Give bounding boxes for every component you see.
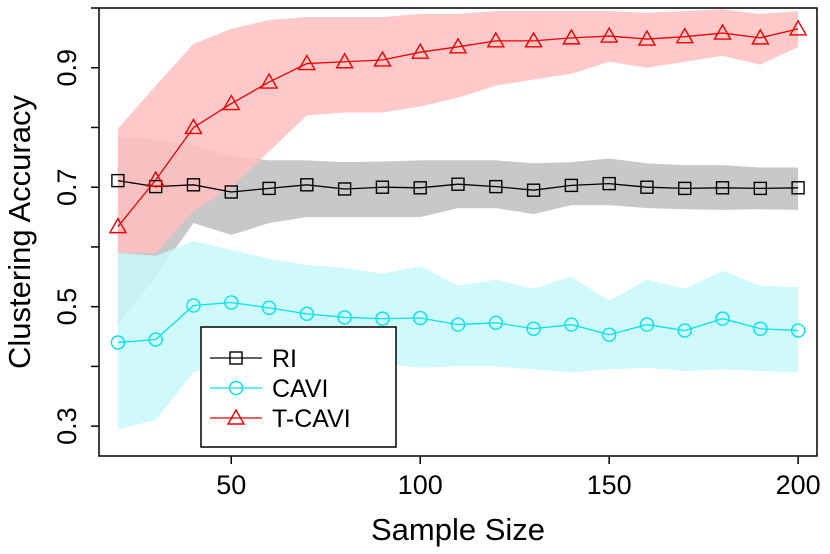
series-lines [117, 28, 799, 344]
y-tick-label: 0.5 [52, 288, 82, 326]
point-ri [602, 176, 616, 191]
y-axis: 0.3 0.5 0.7 0.9 [52, 7, 99, 445]
point-ri [413, 181, 427, 195]
point-ri [753, 181, 768, 196]
point-ri [451, 177, 465, 191]
point-ri [111, 173, 125, 188]
point-t-cavi [637, 29, 657, 46]
point-cavi [564, 317, 579, 332]
x-tick-label: 150 [587, 470, 632, 500]
point-ri [300, 178, 314, 192]
legend-label-ri: RI [272, 345, 297, 373]
point-cavi [110, 335, 126, 350]
point-cavi [261, 300, 277, 316]
point-ri [337, 182, 352, 196]
legend-box [200, 326, 397, 448]
band-t-cavi [117, 9, 799, 253]
point-t-cavi [486, 31, 505, 48]
point-cavi [148, 332, 163, 347]
point-ri [564, 178, 579, 193]
legend-label-t-cavi: T-CAVI [272, 405, 351, 433]
point-t-cavi [373, 50, 392, 67]
series-markers [108, 19, 808, 350]
confidence-bands [117, 9, 799, 430]
point-cavi [790, 323, 806, 338]
point-t-cavi [222, 94, 241, 111]
point-cavi [450, 317, 466, 332]
point-t-cavi [297, 54, 317, 71]
x-axis: 50 100 150 200 [216, 456, 821, 500]
point-cavi [337, 310, 352, 325]
band-ri [117, 136, 799, 325]
point-cavi [299, 306, 315, 322]
legend-marker-ri [229, 351, 243, 365]
point-cavi [186, 298, 201, 313]
point-ri [526, 183, 541, 197]
y-tick-label: 0.3 [52, 407, 82, 445]
legend-marker-cavi [228, 380, 244, 396]
point-ri [262, 181, 276, 196]
y-tick-label: 0.7 [52, 168, 82, 206]
point-cavi [488, 315, 503, 330]
point-cavi [224, 295, 239, 310]
point-ri [375, 180, 390, 194]
point-t-cavi [259, 72, 279, 89]
line-t-cavi [117, 28, 799, 228]
point-t-cavi [599, 26, 619, 43]
point-t-cavi [788, 19, 808, 36]
point-t-cavi [524, 31, 543, 48]
x-tick-label: 100 [398, 470, 443, 500]
point-cavi [526, 321, 541, 336]
y-axis-title: Clustering Accuracy [2, 95, 37, 369]
point-t-cavi [713, 23, 732, 40]
point-t-cavi [411, 42, 430, 59]
legend-marker-t-cavi [226, 408, 246, 425]
point-ri [186, 178, 201, 192]
point-cavi [601, 327, 617, 342]
band-cavi [117, 240, 799, 430]
x-axis-title: Sample Size [371, 512, 545, 547]
point-ri [224, 185, 238, 199]
point-cavi [753, 321, 768, 336]
point-cavi [677, 323, 692, 338]
point-ri [678, 181, 692, 196]
point-ri [791, 181, 805, 195]
point-cavi [639, 317, 655, 332]
y-tick-label: 0.9 [52, 49, 82, 87]
point-t-cavi [146, 170, 165, 187]
legend-label-cavi: CAVI [272, 375, 329, 403]
point-cavi [413, 310, 428, 326]
line-ri [117, 179, 799, 193]
point-t-cavi [675, 27, 694, 44]
point-t-cavi [335, 52, 354, 69]
x-tick-label: 50 [216, 470, 246, 500]
point-t-cavi [751, 28, 770, 45]
line-cavi [117, 301, 799, 344]
plot-frame [98, 7, 818, 457]
point-ri [489, 179, 503, 194]
point-cavi [375, 311, 390, 326]
point-ri [715, 181, 730, 195]
point-cavi [715, 311, 730, 326]
x-tick-label: 200 [776, 470, 821, 500]
point-ri [640, 180, 654, 194]
point-t-cavi [562, 28, 581, 45]
point-t-cavi [108, 217, 128, 234]
point-t-cavi [448, 37, 468, 54]
point-t-cavi [184, 118, 203, 135]
